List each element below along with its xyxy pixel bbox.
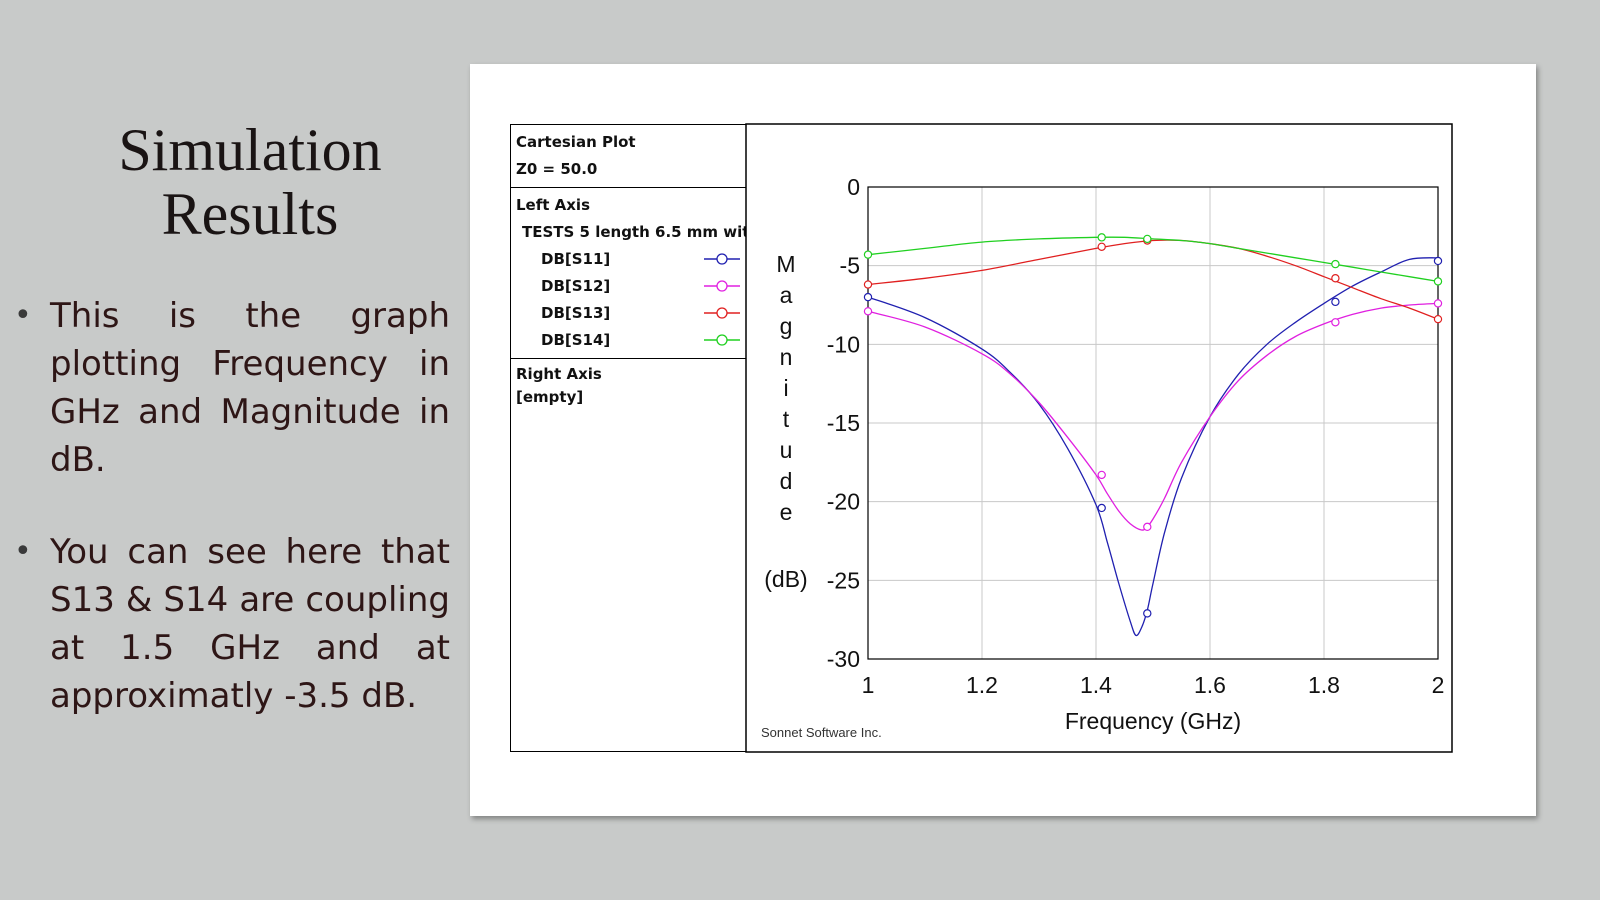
y-axis-unit: (dB) (764, 566, 807, 592)
series-marker (1097, 242, 1106, 251)
plot-area-border (867, 186, 1439, 660)
y-tick-label: 0 (847, 174, 860, 200)
bullet-marker: • (14, 298, 32, 333)
series-marker (863, 292, 873, 302)
figure-card: Cartesian Plot Z0 = 50.0 Left Axis TESTS… (470, 64, 1536, 816)
y-tick-label: -20 (827, 489, 860, 515)
legend-swatch (704, 280, 740, 292)
series-marker (863, 280, 873, 289)
series-marker (1331, 274, 1340, 283)
slide-title: Simulation Results (60, 118, 440, 246)
x-tick-label: 1.6 (1194, 672, 1226, 698)
legend-right-axis: Right Axis [empty] (511, 359, 746, 413)
right-axis-label: Right Axis (516, 365, 602, 383)
series-line (867, 302, 1439, 531)
legend-swatch-marker (716, 334, 728, 346)
legend-swatch-marker (716, 307, 728, 319)
legend-entry: DB[S11] (516, 246, 741, 273)
y-axis-label-letter: M (776, 251, 795, 277)
plot-type-label: Cartesian Plot (516, 133, 636, 151)
series-marker (1143, 234, 1152, 244)
series-marker (863, 307, 873, 316)
plot-frame (745, 123, 1453, 753)
y-axis-label-letter: i (783, 375, 788, 401)
series-line (867, 236, 1439, 283)
slide-title-line1: Simulation (118, 117, 382, 183)
legend-panel: Cartesian Plot Z0 = 50.0 Left Axis TESTS… (510, 124, 746, 752)
x-tick-label: 2 (1432, 672, 1445, 698)
project-label: TESTS 5 length 6.5 mm with (522, 223, 746, 241)
chart-svg: 0 -5 -10 -15 -20 -25 -301 1.2 1.4 1.6 1.8 2 Frequenc… (745, 123, 1453, 753)
y-axis-label-letter: a (780, 282, 793, 308)
x-tick-label: 1.8 (1308, 672, 1340, 698)
legend-swatch (704, 334, 740, 346)
legend-swatch (704, 253, 740, 265)
y-tick-label: -15 (827, 410, 860, 436)
series-marker (1097, 503, 1106, 513)
series-line (867, 239, 1439, 320)
legend-entry: DB[S14] (516, 327, 741, 354)
y-axis-label-letter: t (783, 406, 790, 432)
bullet-item: • This is the graph plotting Frequency i… (14, 292, 450, 484)
legend-entry: DB[S12] (516, 273, 741, 300)
bullet-text: You can see here that S13 & S14 are coup… (50, 532, 450, 716)
y-tick-label: -10 (827, 331, 860, 357)
y-axis-label-letter: e (780, 499, 793, 525)
legend-series-list: DB[S11] DB[S12] DB[S13] DB[S14] (516, 246, 741, 354)
y-tick-label: -25 (827, 567, 860, 593)
watermark-text: Sonnet Software Inc. (761, 725, 882, 740)
legend-swatch (704, 307, 740, 319)
series-marker (1097, 233, 1106, 242)
x-axis-label: Frequency (GHz) (1065, 708, 1241, 734)
y-tick-label: -30 (827, 646, 860, 672)
bullet-marker: • (14, 534, 32, 569)
series-marker (1433, 299, 1443, 308)
series-marker (1433, 314, 1443, 324)
y-axis-label-letter: g (780, 313, 793, 339)
series-marker (1331, 318, 1340, 327)
z0-label: Z0 = 50.0 (516, 160, 598, 178)
slide-title-line2: Results (161, 181, 339, 247)
x-tick-label: 1.2 (966, 672, 998, 698)
legend-entry-label: DB[S12] (541, 277, 611, 295)
y-axis-label-letter: n (780, 344, 793, 370)
legend-entry-label: DB[S13] (541, 304, 611, 322)
y-tick-label: -5 (840, 253, 860, 279)
bullet-text: This is the graph plotting Frequency in … (50, 296, 450, 480)
bullet-list: • This is the graph plotting Frequency i… (14, 292, 450, 764)
legend-entry: DB[S13] (516, 300, 741, 327)
series-marker (1143, 522, 1152, 532)
series-marker (1097, 470, 1106, 480)
series-marker (1331, 297, 1340, 307)
y-axis-label-letter: d (780, 468, 793, 494)
legend-swatch-marker (716, 253, 728, 265)
x-tick-label: 1.4 (1080, 672, 1112, 698)
legend-header: Cartesian Plot Z0 = 50.0 (511, 125, 746, 188)
legend-swatch-marker (716, 280, 728, 292)
series-marker (863, 250, 873, 259)
legend-entry-label: DB[S11] (541, 250, 611, 268)
series-marker (1331, 259, 1340, 269)
series-marker (1143, 609, 1152, 618)
left-axis-label: Left Axis (516, 196, 591, 214)
legend-left-axis: Left Axis TESTS 5 length 6.5 mm with DB[… (511, 188, 746, 359)
series-marker (1433, 277, 1443, 286)
bullet-item: • You can see here that S13 & S14 are co… (14, 528, 450, 720)
x-tick-label: 1 (862, 672, 875, 698)
series-marker (1433, 256, 1443, 266)
legend-entry-label: DB[S14] (541, 331, 611, 349)
right-axis-value: [empty] (516, 388, 584, 406)
y-axis-label-letter: u (780, 437, 793, 463)
